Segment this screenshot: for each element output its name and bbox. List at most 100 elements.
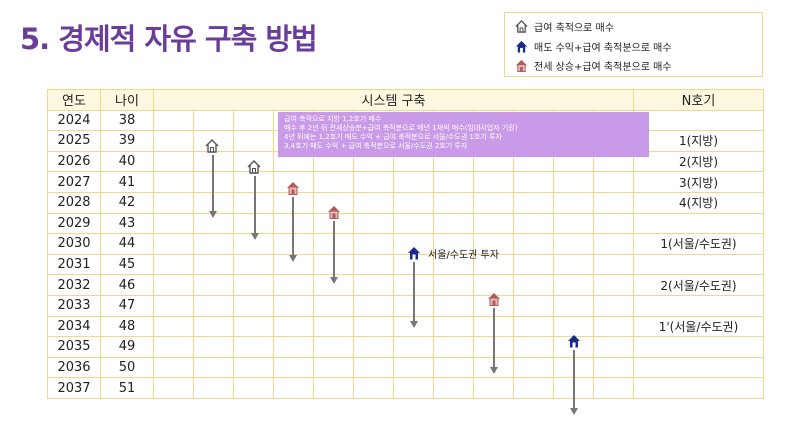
timeline-cell (313, 377, 354, 399)
timeline-cell (553, 294, 594, 317)
down-arrow (289, 197, 297, 262)
house-pink-icon (327, 204, 341, 223)
timeline-cell (593, 336, 634, 358)
timeline-cell (433, 336, 474, 358)
age-cell: 39 (100, 130, 154, 152)
timeline-cell (153, 253, 194, 276)
year-cell: 2029 (47, 212, 101, 235)
timeline-cell (313, 356, 354, 379)
timeline-cell (433, 356, 474, 379)
timeline-cell (273, 294, 314, 317)
timeline-cell (513, 315, 554, 338)
timeline-cell (513, 253, 554, 276)
timeline-cell (153, 377, 194, 399)
house-pink-icon (487, 291, 501, 310)
age-cell: 49 (100, 336, 154, 358)
nth-cell (633, 109, 764, 132)
age-cell: 42 (100, 191, 154, 214)
legend-item-outline: 급여 축적으로 매수 (515, 19, 614, 34)
timeline-cell (353, 233, 394, 255)
timeline-cell (553, 212, 594, 235)
table-row: 2030 44 1(서울/수도권) (47, 233, 764, 255)
timeline-cell (513, 356, 554, 379)
timeline-cell (153, 130, 194, 152)
timeline-cell (353, 336, 394, 358)
timeline-cell (353, 253, 394, 276)
down-arrow (251, 176, 259, 240)
legend-label: 매도 수익+급여 축적분으로 매수 (534, 43, 672, 54)
timeline-cell (353, 274, 394, 296)
timeline-cell (233, 315, 274, 338)
timeline-cell (513, 377, 554, 399)
timeline-cell (353, 171, 394, 193)
down-arrow (570, 350, 578, 415)
timeline-cell (153, 191, 194, 214)
timeline-cell (593, 233, 634, 255)
timeline-cell (193, 315, 234, 338)
timeline-cell (193, 274, 234, 296)
nth-cell: 1(지방) (633, 130, 764, 152)
timeline-cell (513, 171, 554, 193)
timeline-cell (193, 109, 234, 132)
timeline-cell (553, 191, 594, 214)
note-line: 4년 뒤에는 1,2호기 매도 수익 + 급여 축적분으로 서울/수도권 1호기… (284, 133, 502, 141)
house-navy-icon (407, 245, 421, 264)
age-cell: 38 (100, 109, 154, 132)
age-cell: 41 (100, 171, 154, 193)
timeline-cell (593, 356, 634, 379)
timeline-cell (593, 191, 634, 214)
timeline-cell (393, 171, 434, 193)
timeline-cell (273, 274, 314, 296)
timeline-cell (153, 336, 194, 358)
timeline-cell (313, 294, 354, 317)
timeline-cell (513, 233, 554, 255)
timeline-cell (593, 294, 634, 317)
nth-cell: 3(지방) (633, 171, 764, 193)
down-arrow (209, 155, 217, 218)
age-cell: 45 (100, 253, 154, 276)
timeline-cell (273, 356, 314, 379)
legend-label: 급여 축적으로 매수 (534, 23, 614, 34)
nth-cell: 2(서울/수도권) (633, 274, 764, 296)
timeline-cell (553, 253, 594, 276)
legend-item-navy: 매도 수익+급여 축적분으로 매수 (515, 39, 672, 54)
table-row: 2031 45 (47, 253, 764, 276)
timeline-cell (393, 212, 434, 235)
timeline-cell (233, 274, 274, 296)
year-cell: 2024 (47, 109, 101, 132)
year-cell: 2035 (47, 336, 101, 358)
nth-cell (633, 212, 764, 235)
table-row: 2036 50 (47, 356, 764, 379)
year-cell: 2027 (47, 171, 101, 193)
table-row: 2037 51 (47, 377, 764, 399)
timeline-cell (273, 377, 314, 399)
timeline-cell (473, 191, 514, 214)
year-cell: 2037 (47, 377, 101, 399)
year-cell: 2025 (47, 130, 101, 152)
age-cell: 43 (100, 212, 154, 235)
age-cell: 50 (100, 356, 154, 379)
page-title: 5. 경제적 자유 구축 방법 (20, 22, 318, 56)
table-row: 2035 49 (47, 336, 764, 358)
nth-header: N호기 (633, 89, 764, 111)
timeline-cell (393, 336, 434, 358)
nth-cell (633, 253, 764, 276)
age-cell: 40 (100, 150, 154, 173)
timeline-cell (593, 315, 634, 338)
year-cell: 2031 (47, 253, 101, 276)
timeline-cell (393, 377, 434, 399)
timeline-cell (313, 171, 354, 193)
house-navy-icon (567, 333, 581, 352)
timeline-cell (193, 336, 234, 358)
timeline-cell (593, 377, 634, 399)
timeline-cell (353, 212, 394, 235)
table-row: 2033 47 (47, 294, 764, 317)
timeline-cell (273, 315, 314, 338)
timeline-cell (353, 356, 394, 379)
timeline-cell (153, 109, 194, 132)
table-row: 2034 48 1'(서울/수도권) (47, 315, 764, 338)
year-cell: 2034 (47, 315, 101, 338)
timeline-cell (193, 294, 234, 317)
timeline-cell (393, 356, 434, 379)
nth-cell (633, 356, 764, 379)
